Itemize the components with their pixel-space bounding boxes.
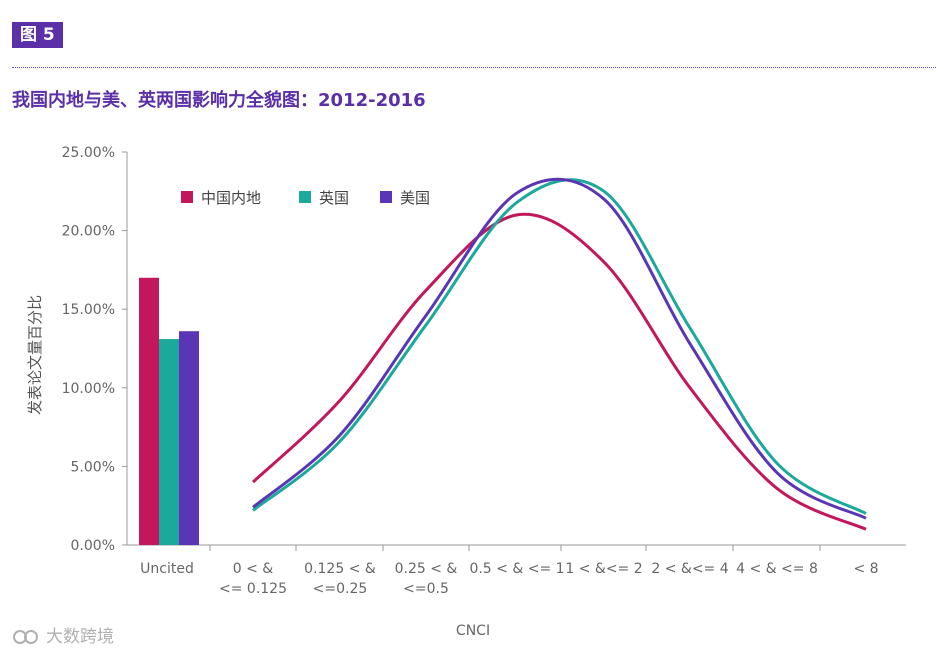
- legend: 中国内地 英国 美国: [181, 189, 430, 207]
- bar-uncited-2: [159, 339, 179, 545]
- bar-uncited-3: [179, 331, 199, 545]
- series-line-3: [252, 177, 867, 520]
- x-category-label: 0.25 < & <=0.5: [395, 561, 458, 597]
- y-tick-label: 20.00%: [62, 224, 115, 240]
- axis-labels: 0.00% 5.00% 10.00% 15.00% 20.00% 25.00% Uncite…: [26, 145, 879, 639]
- series-line-2: [252, 178, 867, 515]
- divider: [12, 67, 936, 68]
- y-tick-label: 0.00%: [71, 538, 115, 554]
- series-line-1: [251, 212, 867, 531]
- x-category-label: 2 < &<= 4: [651, 561, 728, 577]
- uncited-bars: [139, 277, 199, 545]
- y-tick-label: 25.00%: [62, 145, 115, 161]
- legend-label-3: 美国: [400, 189, 430, 207]
- y-tick-label: 15.00%: [62, 302, 115, 318]
- legend-label-1: 中国内地: [201, 189, 261, 207]
- series-lines: [251, 177, 867, 531]
- x-category-label: 4 < & <= 8: [736, 561, 818, 577]
- x-category-label: 0.125 < & <=0.25: [304, 561, 376, 597]
- y-axis-title: 发表论文量百分比: [26, 295, 44, 415]
- axes: [122, 151, 906, 551]
- x-category-label: < 8: [853, 561, 878, 577]
- y-tick-label: 5.00%: [71, 459, 115, 475]
- chart-title: 我国内地与美、英两国影响力全貌图：2012-2016: [12, 90, 426, 111]
- legend-swatch-2: [299, 191, 311, 203]
- legend-swatch-3: [380, 191, 392, 203]
- x-category-label: 0 < & <= 0.125: [219, 561, 287, 597]
- legend-swatch-1: [181, 191, 193, 203]
- x-label-uncited: Uncited: [140, 561, 194, 577]
- watermark: 大数跨境: [12, 622, 114, 647]
- legend-label-2: 英国: [319, 189, 349, 207]
- watermark-text: 大数跨境: [46, 627, 114, 647]
- figure-label: 图 5: [12, 22, 63, 48]
- x-category-label: 0.5 < & <= 1: [469, 561, 564, 577]
- watermark-logo-icon: [13, 630, 38, 644]
- x-axis-title: CNCI: [456, 623, 490, 639]
- bar-uncited-1: [139, 277, 159, 545]
- x-category-label: 1 < &<= 2: [565, 561, 642, 577]
- y-tick-label: 10.00%: [62, 381, 115, 397]
